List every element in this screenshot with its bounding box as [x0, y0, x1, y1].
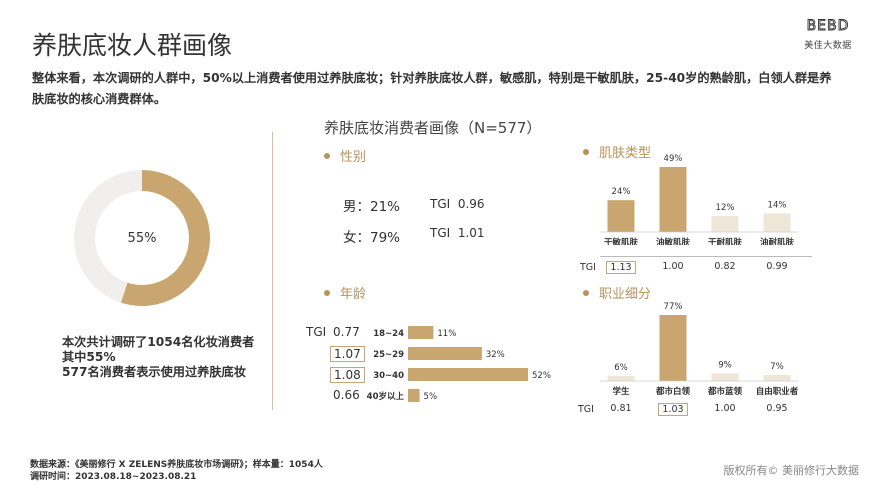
vertical-divider: [272, 132, 273, 410]
category-label: 干耐肌肤: [708, 237, 743, 245]
bar-value-label: 12%: [716, 203, 735, 213]
copyright: 版权所有© 美丽修行大数据: [723, 464, 860, 477]
tgi-value: 0.99: [766, 261, 788, 272]
category-label: 都市白领: [655, 386, 691, 395]
bar: [408, 389, 420, 402]
bar-value-label: 5%: [424, 392, 438, 402]
bar-value-label: 77%: [664, 302, 683, 312]
section-occupation-heading: 职业细分: [583, 283, 651, 302]
donut-center-label: 55%: [128, 231, 157, 246]
summary-text: 整体来看，本次调研的人群中，50%以上消费者使用过养肤底妆；针对养肤底妆人群，敏…: [32, 71, 832, 106]
skin-tgi-label: TGI: [580, 262, 596, 273]
page-title: 养肤底妆人群画像: [32, 31, 233, 60]
category-label: 自由职业者: [756, 386, 799, 395]
panel-title: 养肤底妆消费者画像（N=577）: [324, 119, 542, 137]
category-label: 30~40: [373, 371, 404, 381]
bar: [763, 213, 791, 232]
tgi-value: 0.82: [714, 261, 736, 272]
category-label: 25~29: [373, 350, 404, 360]
tgi-value: 0.95: [766, 403, 788, 414]
bullet-dot-icon: [583, 289, 589, 296]
bar-value-label: 32%: [486, 350, 505, 360]
bar: [408, 326, 434, 339]
tgi-value: 0.81: [610, 403, 632, 414]
tgi-value: 1.03: [658, 403, 688, 416]
tgi-value: 0.66: [333, 388, 360, 402]
data-source: 数据来源：《美丽修行 X ZELENS养肤底妆市场调研》；样本量：1054人 调…: [30, 459, 323, 483]
bar-value-label: 11%: [437, 329, 456, 339]
donut-note-line: 其中55%: [62, 350, 116, 364]
bar-value-label: 14%: [768, 200, 787, 210]
section-skin-heading: 肌肤类型: [583, 142, 651, 161]
bar: [763, 375, 791, 381]
skin-tgi-divider: [600, 256, 812, 257]
logo-mark-icon: BEBD: [806, 18, 850, 35]
logo-subtitle: 美佳大数据: [804, 41, 852, 51]
bar: [659, 167, 687, 232]
category-label: 学生: [612, 386, 630, 395]
bar-value-label: 9%: [718, 360, 732, 370]
donut-note-line: 577名消费者表示使用过养肤底妆: [62, 365, 246, 379]
bar: [607, 200, 635, 232]
tgi-value: 1.13: [606, 261, 636, 274]
section-age-heading: 年龄: [324, 283, 366, 302]
category-label: 都市蓝领: [707, 386, 743, 395]
donut-note: 本次共计调研了1054名化妆消费者 其中55% 577名消费者表示使用过养肤底妆: [62, 335, 272, 380]
bar: [607, 375, 635, 381]
bar: [408, 368, 528, 381]
bullet-dot-icon: [324, 152, 330, 159]
category-label: 干敏肌肤: [604, 237, 639, 245]
donut-rest-slice: [73, 170, 142, 303]
gender-female-tgi: TGI 1.01: [430, 226, 485, 240]
age-bar-chart: 18~24 11% 25~29 32% 30~40 52% 40岁以上 5%: [367, 326, 551, 402]
category-label: 油敏肌肤: [656, 237, 691, 245]
bullet-dot-icon: [324, 289, 330, 296]
gender-male-tgi: TGI 0.96: [430, 197, 485, 211]
age-tgi-label: TGI: [306, 325, 327, 339]
brand-logo: BEBD 美佳大数据: [801, 17, 855, 51]
gender-male-row: 男：21%: [343, 199, 401, 215]
period-line: 调研时间：2023.08.18~2023.08.21: [30, 472, 197, 482]
tgi-value: 0.77: [333, 325, 360, 339]
bar-value-label: 24%: [612, 187, 631, 197]
bar: [659, 315, 687, 381]
bar: [711, 373, 739, 381]
tgi-value: 1.07: [330, 346, 365, 362]
bullet-dot-icon: [583, 148, 589, 155]
tgi-value: 1.08: [330, 367, 365, 383]
bar: [408, 347, 482, 360]
gender-female-row: 女：79%: [343, 230, 401, 246]
category-label: 40岁以上: [367, 391, 405, 402]
occupation-tgi-label: TGI: [578, 404, 594, 415]
section-gender-heading: 性别: [324, 146, 366, 165]
bar-value-label: 52%: [532, 371, 551, 381]
category-label: 油耐肌肤: [760, 237, 795, 245]
bar-value-label: 7%: [770, 362, 784, 372]
donut-note-line: 本次共计调研了1054名化妆消费者: [62, 335, 255, 349]
source-line: 数据来源：《美丽修行 X ZELENS养肤底妆市场调研》；样本量：1054人: [30, 460, 323, 470]
bar-value-label: 49%: [664, 154, 683, 164]
occupation-bar-chart: 6% 学生 77% 都市白领 9% 都市蓝领 7% 自由职业者: [600, 302, 799, 395]
bar: [711, 216, 739, 232]
tgi-value: 1.00: [714, 403, 736, 414]
category-label: 18~24: [373, 329, 404, 339]
donut-chart: 55%: [73, 170, 210, 306]
svg-text:BEBD: BEBD: [807, 18, 850, 33]
tgi-value: 1.00: [662, 261, 684, 272]
donut-main-slice: [120, 170, 210, 306]
bar-value-label: 6%: [614, 363, 628, 373]
skin-bar-chart: 24% 干敏肌肤 49% 油敏肌肤 12% 干耐肌肤 14% 油耐肌肤: [600, 154, 798, 245]
